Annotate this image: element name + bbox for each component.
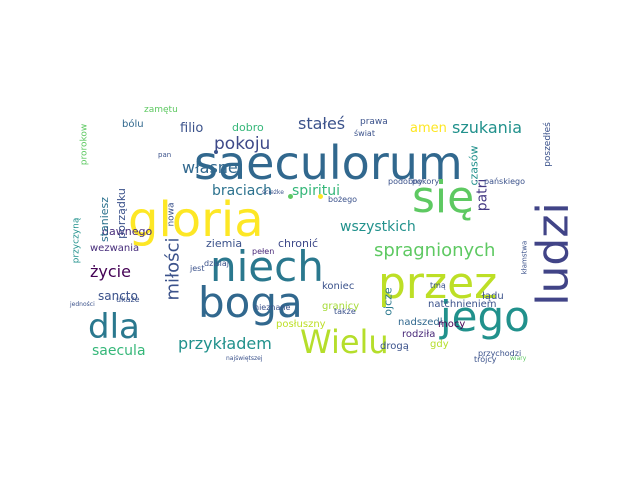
word-cloud-word: pan: [158, 151, 172, 159]
word-cloud-word: dawnego: [102, 225, 153, 238]
word-cloud-word: najświętszej: [226, 355, 263, 362]
word-cloud-word: filio: [180, 121, 204, 136]
word-cloud-word: wiary: [510, 355, 527, 362]
word-cloud-word: Wielu: [300, 323, 389, 361]
word-cloud-word: gdy: [430, 339, 449, 350]
word-cloud-word: saecula: [92, 343, 146, 359]
word-cloud-word: prawa: [360, 117, 388, 127]
word-cloud-word: życie: [90, 262, 131, 281]
word-cloud-word: porządku: [114, 188, 128, 239]
word-cloud-word: jego: [440, 292, 530, 341]
word-cloud-word: dobro: [232, 121, 264, 134]
word-cloud-dot: [214, 150, 218, 154]
word-cloud-word: ścieżke: [262, 189, 284, 196]
word-cloud-word: stałeś: [298, 114, 346, 133]
word-cloud-word: się: [412, 172, 475, 223]
word-cloud-word: pokoju: [214, 134, 271, 154]
word-cloud-word: pełen: [252, 247, 275, 256]
word-cloud-word: tmą: [430, 281, 446, 290]
word-cloud-word: kłamstwa: [520, 240, 529, 275]
word-cloud-word: prorokow: [79, 123, 90, 166]
word-cloud-word: świat: [354, 129, 375, 138]
word-cloud-dot: [318, 194, 323, 199]
word-cloud-word: szukania: [452, 118, 523, 137]
word-cloud-word: jest: [190, 264, 205, 273]
word-cloud-word: wezwania: [90, 243, 140, 254]
word-cloud-word: chronić: [278, 237, 319, 250]
word-cloud-word: trójcy: [474, 355, 497, 364]
word-cloud-word: także: [334, 307, 356, 316]
word-cloud-word: dla: [88, 307, 140, 347]
word-cloud-word: łądu: [482, 291, 504, 302]
word-cloud-word: nieznane: [254, 303, 291, 312]
word-cloud-word: mocy: [438, 319, 466, 330]
word-cloud-word: przychodzi: [478, 349, 522, 358]
word-cloud-word: koniec: [322, 281, 355, 292]
word-cloud-word: ukaże: [116, 295, 140, 304]
word-cloud-word: jedności: [70, 301, 95, 308]
word-cloud-dot: [288, 194, 293, 199]
word-cloud-word: bólu: [122, 119, 144, 130]
word-cloud-word: spiritui: [292, 183, 340, 199]
word-cloud-word: ojcze: [381, 287, 395, 316]
word-cloud-word: gloria: [128, 192, 264, 248]
word-cloud-word: miłości: [162, 237, 184, 301]
word-cloud-word: dzisiaj: [204, 259, 230, 268]
word-cloud-word: pańskiego: [484, 177, 525, 186]
word-cloud-word: boga: [198, 278, 303, 327]
word-cloud-word: natchnieniem: [428, 299, 497, 310]
word-cloud-word: przez: [378, 258, 498, 309]
word-cloud-word: spragnionych: [374, 240, 496, 261]
word-cloud-word: poszedłeś: [542, 122, 553, 167]
word-cloud-word: granicy: [322, 301, 360, 312]
word-cloud-word: ludzi: [527, 202, 579, 306]
word-cloud-word: pokory: [412, 177, 440, 186]
word-cloud-word: staniesz: [98, 196, 112, 243]
word-cloud-word: nowa: [166, 202, 177, 227]
word-cloud-word: przyczyną: [71, 217, 82, 264]
word-cloud-word: niech: [210, 242, 324, 291]
word-cloud-word: amen: [410, 121, 447, 136]
word-cloud-word: podobny: [388, 177, 423, 186]
word-cloud-word: zamętu: [144, 105, 178, 115]
word-cloud-word: drogą: [380, 341, 409, 352]
word-cloud-word: ziemia: [206, 237, 243, 250]
word-cloud-word: posłuszny: [276, 319, 326, 330]
word-cloud-word: czasów: [467, 145, 481, 186]
word-cloud-word: rodziła: [402, 329, 436, 340]
word-cloud-word: saeculorum: [194, 136, 463, 190]
word-cloud-word: braciach: [212, 183, 272, 199]
word-cloud-word: bożego: [328, 195, 358, 204]
word-cloud: saeculorum gloria się niech boga przez jego lud…: [70, 105, 584, 368]
word-cloud-word: sancto: [98, 289, 138, 303]
word-cloud-word: wszystkich: [340, 219, 416, 235]
word-cloud-word: nadszedł: [398, 317, 443, 328]
word-cloud-word: własne: [182, 158, 238, 177]
word-cloud-word: przykładem: [178, 334, 272, 353]
